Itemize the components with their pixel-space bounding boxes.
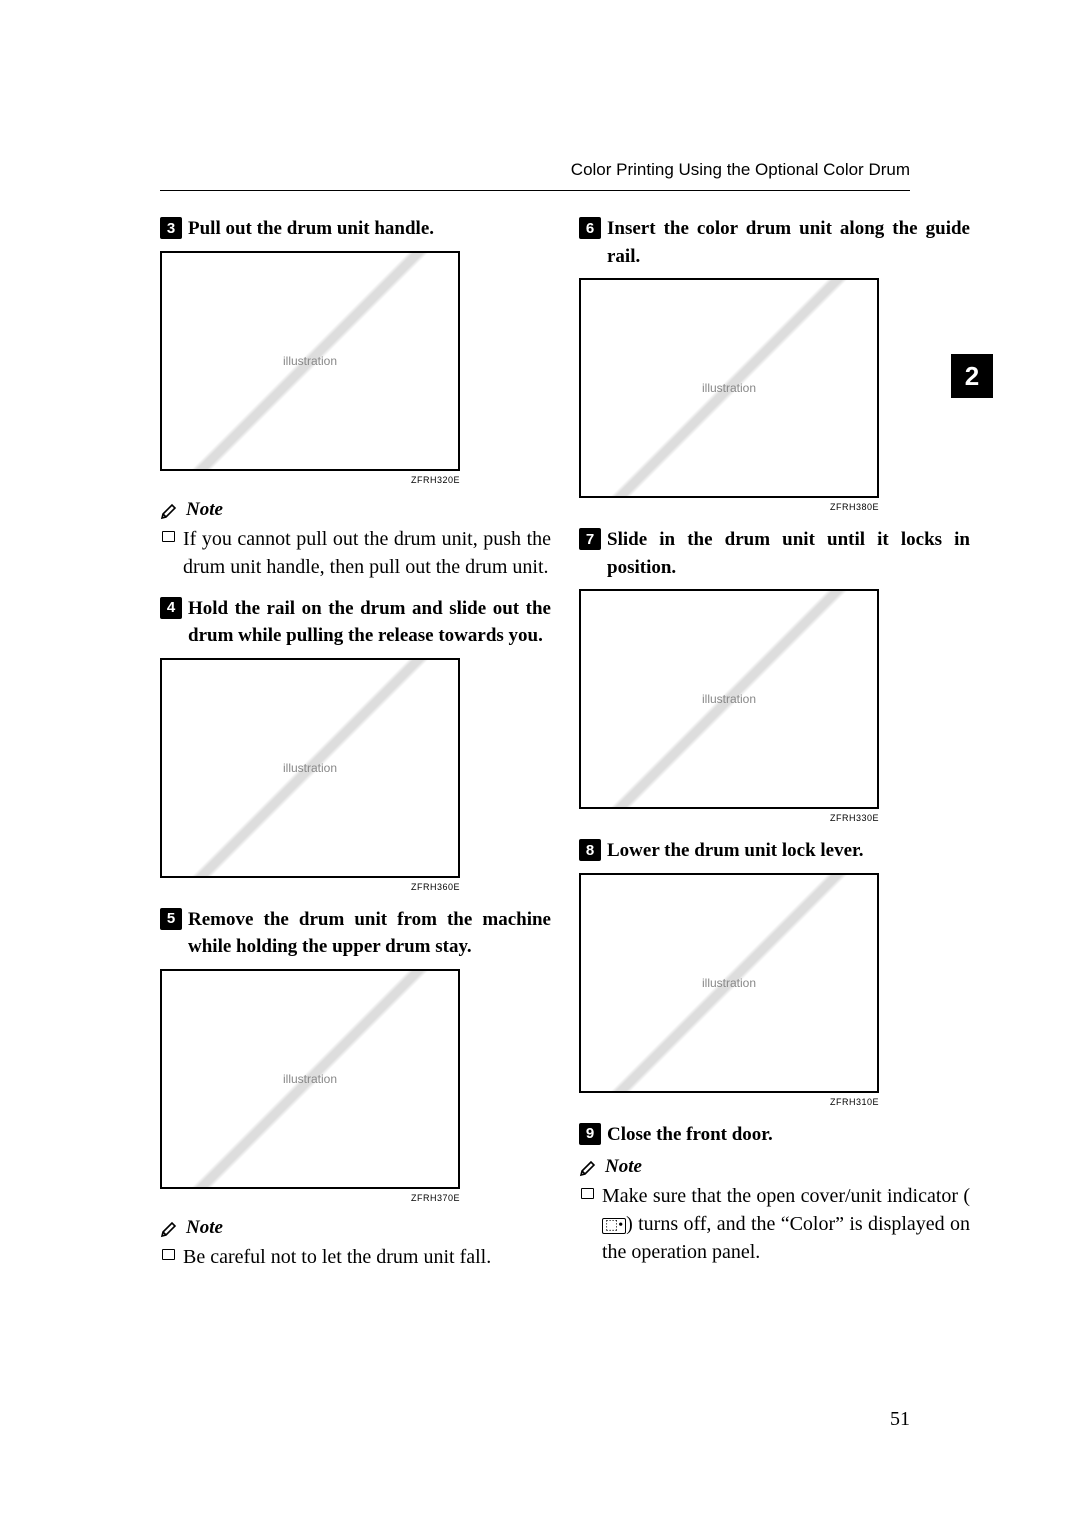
right-column: 6 Insert the color drum unit along the g…	[579, 215, 970, 1285]
step-number-badge: 3	[160, 217, 182, 239]
step-text: Insert the color drum unit along the gui…	[607, 215, 970, 270]
note-5-text: Be careful not to let the drum unit fall…	[183, 1243, 491, 1271]
step-8: 8 Lower the drum unit lock lever.	[579, 837, 970, 865]
page-number: 51	[890, 1408, 910, 1431]
pencil-icon	[160, 1218, 180, 1238]
note-9-pre: Make sure that the open cover/unit indic…	[602, 1185, 970, 1207]
note-label: Note	[186, 499, 223, 521]
step-text: Remove the drum unit from the machine wh…	[188, 906, 551, 961]
figure-6-wrap: illustration ZFRH380E	[579, 278, 970, 512]
figure-7-code: ZFRH330E	[579, 813, 879, 823]
step-number-badge: 5	[160, 908, 182, 930]
note-label: Note	[186, 1217, 223, 1239]
figure-6: illustration	[579, 278, 879, 498]
step-number-badge: 8	[579, 839, 601, 861]
step-number-badge: 6	[579, 217, 601, 239]
note-bullet-icon	[162, 1249, 175, 1260]
step-text: Lower the drum unit lock lever.	[607, 837, 864, 865]
note-9-item: Make sure that the open cover/unit indic…	[579, 1182, 970, 1266]
figure-4: illustration	[160, 658, 460, 878]
note-9-text: Make sure that the open cover/unit indic…	[602, 1182, 970, 1266]
figure-6-code: ZFRH380E	[579, 502, 879, 512]
figure-8-wrap: illustration ZFRH310E	[579, 873, 970, 1107]
step-3: 3 Pull out the drum unit handle.	[160, 215, 551, 243]
figure-8-code: ZFRH310E	[579, 1097, 879, 1107]
step-text: Close the front door.	[607, 1121, 773, 1149]
step-6: 6 Insert the color drum unit along the g…	[579, 215, 970, 270]
figure-3: illustration	[160, 251, 460, 471]
step-number-badge: 4	[160, 597, 182, 619]
figure-4-wrap: illustration ZFRH360E	[160, 658, 551, 892]
running-head: Color Printing Using the Optional Color …	[571, 160, 910, 180]
step-4: 4 Hold the rail on the drum and slide ou…	[160, 595, 551, 650]
figure-5: illustration	[160, 969, 460, 1189]
header-rule	[160, 190, 910, 191]
note-9-post: ) turns off, and the “Color” is displaye…	[602, 1213, 970, 1263]
figure-7-wrap: illustration ZFRH330E	[579, 589, 970, 823]
note-3-text: If you cannot pull out the drum unit, pu…	[183, 525, 551, 581]
step-9: 9 Close the front door.	[579, 1121, 970, 1149]
note-3-item: If you cannot pull out the drum unit, pu…	[160, 525, 551, 581]
cover-indicator-icon: ⬚•	[602, 1218, 626, 1234]
figure-8: illustration	[579, 873, 879, 1093]
note-bullet-icon	[581, 1188, 594, 1199]
note-bullet-icon	[162, 531, 175, 542]
note-5-item: Be careful not to let the drum unit fall…	[160, 1243, 551, 1271]
note-heading: Note	[160, 499, 551, 521]
note-heading: Note	[160, 1217, 551, 1239]
pencil-icon	[160, 500, 180, 520]
figure-3-wrap: illustration ZFRH320E	[160, 251, 551, 485]
figure-5-wrap: illustration ZFRH370E	[160, 969, 551, 1203]
step-number-badge: 9	[579, 1123, 601, 1145]
figure-3-code: ZFRH320E	[160, 475, 460, 485]
step-text: Hold the rail on the drum and slide out …	[188, 595, 551, 650]
note-heading: Note	[579, 1156, 970, 1178]
figure-4-code: ZFRH360E	[160, 882, 460, 892]
note-label: Note	[605, 1156, 642, 1178]
step-number-badge: 7	[579, 528, 601, 550]
step-text: Pull out the drum unit handle.	[188, 215, 434, 243]
chapter-tab: 2	[951, 354, 993, 398]
figure-7: illustration	[579, 589, 879, 809]
step-7: 7 Slide in the drum unit until it locks …	[579, 526, 970, 581]
figure-5-code: ZFRH370E	[160, 1193, 460, 1203]
left-column: 3 Pull out the drum unit handle. illustr…	[160, 215, 551, 1285]
pencil-icon	[579, 1157, 599, 1177]
step-5: 5 Remove the drum unit from the machine …	[160, 906, 551, 961]
content-columns: 3 Pull out the drum unit handle. illustr…	[160, 215, 970, 1285]
step-text: Slide in the drum unit until it locks in…	[607, 526, 970, 581]
